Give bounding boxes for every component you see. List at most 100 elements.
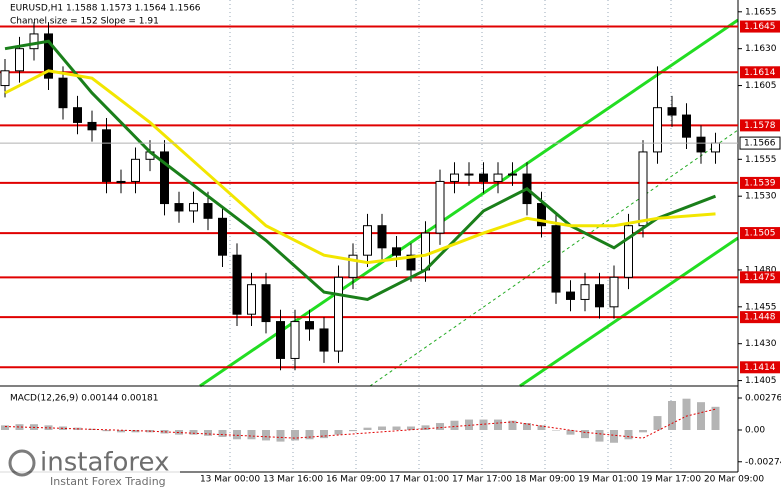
macd-bar (697, 402, 705, 430)
candle-body (247, 284, 256, 315)
y-tick-label: 1.1455 (745, 302, 777, 312)
candle-body (551, 225, 561, 293)
moving-average (4, 69, 716, 265)
level-label-bg (740, 20, 780, 33)
macd-bar (552, 430, 560, 431)
macd-bar (262, 430, 270, 441)
macd-bar (682, 398, 691, 430)
watermark: instaforex Instant Forex Trading (0, 444, 180, 489)
level-label-bg (740, 311, 780, 324)
y-tick-label: 1.1555 (745, 155, 777, 165)
moving-average (4, 39, 717, 302)
tagline: Instant Forex Trading (50, 475, 166, 488)
level-label: 1.1414 (744, 363, 776, 373)
x-tick-label: 18 Mar 09:00 (515, 475, 575, 485)
candle-body (174, 203, 184, 212)
y-tick-label: 1.1605 (745, 81, 777, 91)
y-tick-label: -0.00274 (745, 457, 781, 467)
macd-bar (639, 430, 647, 433)
y-tick-label: 1.1530 (745, 192, 777, 202)
macd-bar (175, 430, 183, 435)
candle-body (276, 321, 285, 359)
macd-bar (334, 430, 343, 435)
x-tick-label: 13 Mar 00:00 (200, 475, 260, 485)
candle-body (160, 151, 169, 205)
macd-bar (59, 426, 67, 430)
macd-bar (378, 426, 386, 430)
logo-icon (8, 449, 36, 477)
macd-bar (479, 419, 488, 430)
candle-body (667, 107, 677, 116)
candle-body (421, 232, 430, 271)
level-label: 1.1645 (744, 22, 776, 32)
level-label-bg (740, 176, 780, 189)
level-label: 1.1505 (744, 229, 776, 239)
macd-bar (247, 430, 256, 440)
macd-bar (88, 428, 96, 430)
candle-body (595, 284, 604, 308)
candle-body (508, 173, 517, 176)
signal-line (4, 408, 716, 439)
macd-bar (668, 401, 676, 430)
macd-bar (320, 430, 328, 439)
macd-bar (160, 430, 169, 434)
level-label-bg (740, 119, 780, 132)
macd-bar (117, 430, 125, 433)
y-tick-label: 1.1480 (745, 265, 777, 275)
candle-body (203, 203, 213, 219)
candle-body (58, 77, 68, 109)
candle-body (609, 276, 619, 308)
level-label: 1.1578 (744, 121, 776, 131)
macd-bar (363, 427, 372, 430)
candle-body (493, 173, 503, 182)
macd-bar (291, 430, 299, 441)
macd-bar (581, 430, 589, 439)
level-label: 1.1475 (744, 273, 776, 283)
macd-bar (653, 416, 662, 430)
candle-body (377, 225, 387, 249)
macd-bar (233, 430, 241, 440)
x-tick-label: 17 Mar 17:00 (452, 475, 512, 485)
macd-bar (537, 425, 546, 430)
macd-bar (465, 419, 473, 430)
candle-body (218, 217, 227, 256)
candle-body (464, 173, 474, 176)
candle-body (653, 107, 662, 153)
candle-body (15, 48, 24, 72)
candle-body (232, 254, 242, 315)
candle-body (305, 321, 314, 330)
candle-body (450, 173, 459, 182)
candle-body (348, 254, 358, 278)
candle-body (44, 33, 53, 79)
last-price-bg (739, 136, 781, 150)
watermark-bg (0, 444, 180, 489)
candle-body (131, 158, 140, 182)
x-tick-label: 20 Mar 09:00 (704, 475, 764, 485)
candle-body (537, 203, 546, 227)
macd-title: MACD(12,26,9) 0.00144 0.00181 (10, 394, 159, 404)
y-tick-label: 1.1405 (745, 376, 777, 386)
level-label-bg (740, 271, 780, 284)
macd-bar (436, 423, 444, 430)
y-tick-label: 1.1630 (745, 44, 777, 54)
macd-bar (102, 430, 111, 432)
brand: instaforex (40, 448, 169, 478)
y-tick-label: 0.00276 (745, 394, 781, 404)
macd-bar (421, 425, 430, 430)
chart-subtitle: Channel size = 152 Slope = 1.91 (10, 17, 159, 27)
candle-body (479, 173, 488, 182)
y-tick-label: 0.00 (745, 426, 765, 436)
y-tick-label: 1.1655 (745, 7, 777, 17)
macd-bar (407, 426, 415, 430)
candle-body (102, 129, 111, 182)
candle-body (189, 203, 198, 212)
candle-body (682, 114, 691, 138)
candle-body (73, 107, 82, 123)
candle-body (696, 136, 706, 153)
candle-body (638, 151, 648, 227)
macd-bar (392, 426, 401, 430)
macd-bar (610, 430, 618, 443)
macd-bar (494, 419, 502, 430)
level-label: 1.1539 (744, 178, 776, 188)
level-label-bg (740, 66, 780, 79)
